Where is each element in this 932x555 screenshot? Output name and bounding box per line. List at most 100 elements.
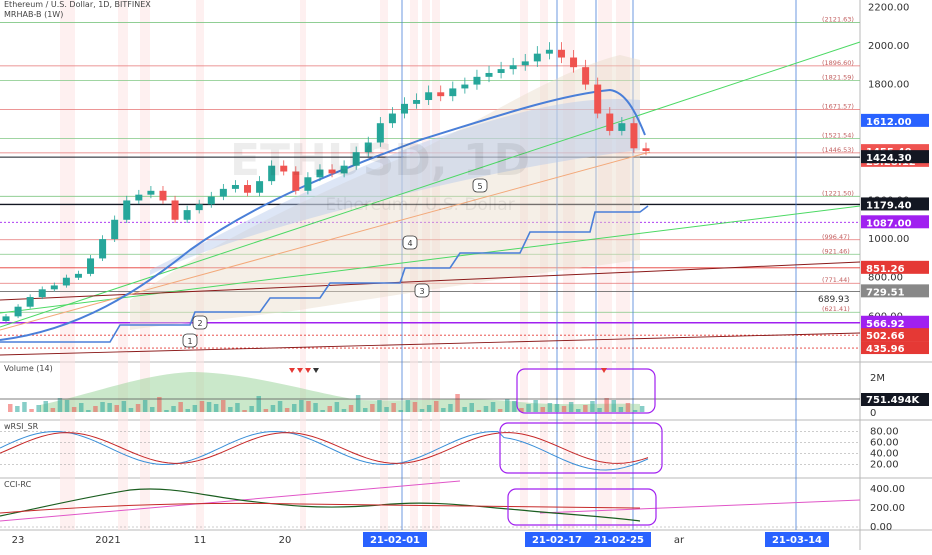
volume-bar: [79, 403, 84, 412]
candle: [244, 185, 252, 193]
volume-bar: [505, 399, 510, 412]
volume-bar: [128, 408, 134, 412]
price-tag-label: 729.51: [866, 287, 905, 298]
time-axis-highlight: [525, 532, 589, 547]
volume-bar: [497, 409, 503, 412]
volume-bar: [533, 400, 538, 412]
volume-bar: [15, 406, 20, 412]
wave-label: 4: [407, 239, 412, 248]
channel-inner-fill: [150, 99, 640, 276]
volume-bar: [270, 405, 276, 412]
level-label: (996.47): [822, 233, 850, 241]
volume-bar: [284, 408, 290, 412]
wave-label-box: [472, 178, 488, 193]
time-axis-label: 2021: [95, 535, 120, 546]
candle: [268, 165, 276, 182]
rsi-axis-tick: 80.00: [870, 427, 899, 438]
shade-band-0: [60, 0, 75, 530]
volume-bar: [50, 408, 56, 412]
trend-line-orange: [0, 151, 651, 331]
volume-bar: [611, 400, 616, 412]
volume-bar: [576, 409, 581, 412]
candle: [352, 152, 360, 166]
price-tag: [861, 284, 929, 298]
volume-bar: [157, 397, 162, 412]
volume-tag: [861, 393, 929, 406]
shade-band-13: [616, 0, 630, 530]
volume-bar: [107, 403, 112, 412]
price-axis-tick: 1800.00: [868, 80, 909, 91]
candle: [183, 210, 191, 220]
volume-bar: [121, 401, 127, 412]
volume-bar: [426, 405, 432, 412]
volume-bar: [547, 403, 553, 412]
candle: [606, 113, 614, 131]
candle: [376, 123, 384, 143]
level-label: (1221.50): [822, 189, 854, 197]
volume-marker: [297, 368, 303, 373]
watermark-symbol: ETHUSD, 1D: [230, 135, 530, 186]
volume-bar: [639, 406, 645, 412]
price-tag-label: 1179.40: [866, 200, 912, 211]
candle: [147, 190, 155, 195]
moving-average-line: [0, 88, 646, 341]
volume-bar: [199, 401, 205, 412]
volume-bar: [43, 401, 48, 412]
candle: [425, 92, 433, 101]
volume-bar: [419, 409, 425, 412]
level-label: (1896.60): [822, 59, 854, 67]
candle: [50, 285, 58, 290]
price-tag-label: 1087.00: [866, 218, 912, 229]
candle: [570, 57, 578, 68]
volume-bar: [476, 410, 482, 412]
volume-bar: [135, 404, 141, 412]
wave-label-box: [402, 235, 418, 250]
candle: [123, 200, 131, 220]
rsi-title: wRSI_SR: [4, 422, 39, 431]
volume-bar: [561, 406, 567, 412]
volume-bar: [292, 404, 297, 412]
volume-bar: [334, 402, 340, 412]
shade-band-8: [432, 0, 440, 530]
candle: [437, 92, 445, 97]
price-tag-label: 502.66: [866, 331, 905, 342]
candle: [256, 181, 264, 193]
indicator-title: MRHAB-B (1W): [4, 10, 64, 19]
symbol-title: Ethereum / U.S. Dollar, 1D, BITFINEX: [4, 0, 151, 9]
candle: [195, 204, 203, 211]
price-tag-label: 1424.30: [866, 153, 912, 164]
volume-bar: [363, 408, 368, 412]
volume-highlight: [516, 368, 656, 414]
volume-bar: [86, 410, 91, 412]
price-tag: [861, 341, 929, 355]
wave-label-box: [192, 315, 208, 330]
volume-bar: [206, 402, 212, 412]
trend-line-upper: [0, 41, 861, 328]
time-axis-label: 21-02-17: [532, 535, 582, 546]
volume-bar: [398, 410, 403, 412]
wave-label: 3: [419, 287, 424, 296]
candle: [521, 61, 529, 66]
level-label: (771.44): [822, 276, 850, 284]
volume-bar: [142, 400, 148, 412]
watermark-name: Ethereum / U.S. Dollar: [325, 195, 514, 215]
level-label: (1521.54): [822, 131, 854, 139]
candle: [316, 169, 324, 178]
candle: [388, 113, 396, 124]
cci-pink-trend: [0, 480, 461, 522]
volume-bar: [597, 408, 602, 412]
level-label: (621.41): [822, 305, 850, 313]
volume-bar: [590, 401, 595, 412]
candle: [280, 165, 288, 172]
channel-fill: [130, 55, 640, 330]
trend-line-red: [0, 261, 861, 301]
shade-band-10: [540, 0, 548, 530]
volume-bar: [164, 410, 169, 412]
candle: [642, 148, 650, 152]
candle: [304, 177, 312, 191]
trend-line-red-low: [0, 332, 861, 356]
cci-axis-tick: 0.00: [870, 522, 892, 533]
wave-label: 2: [197, 319, 202, 328]
